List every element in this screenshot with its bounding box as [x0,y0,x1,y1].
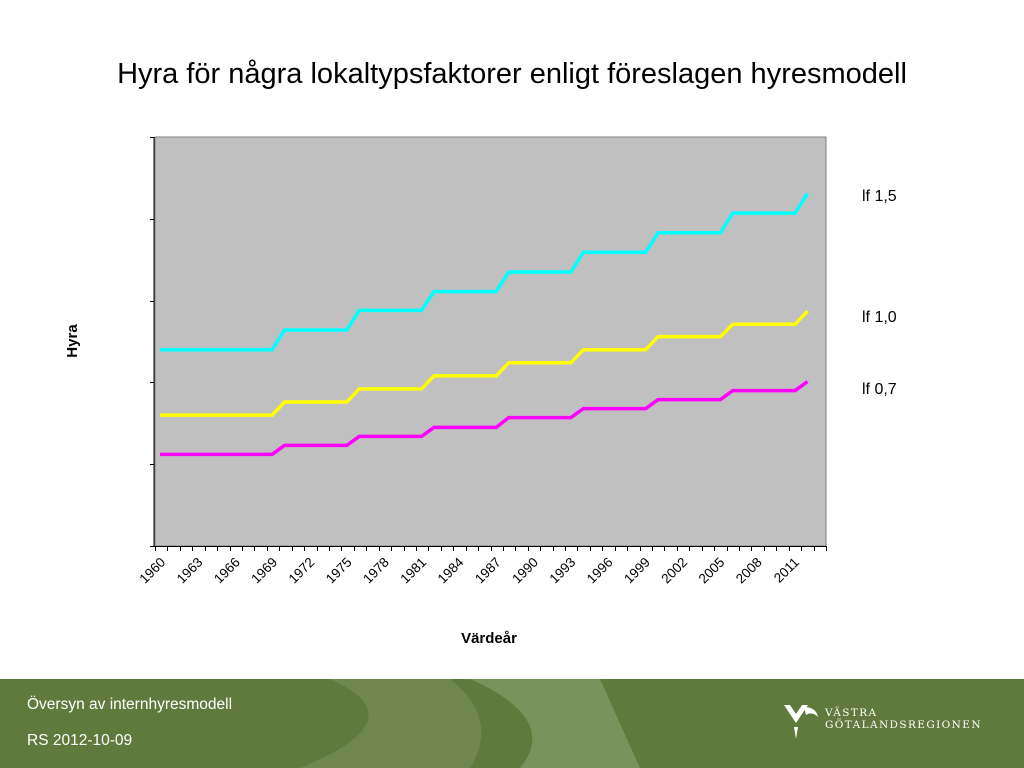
x-tick-label: 1996 [584,555,616,587]
x-tick-label: 2011 [771,555,802,586]
logo-mark-icon [784,705,818,739]
footer-presentation-title: Översyn av internhyresmodell [27,696,233,713]
logo-text: VÄSTRA GÖTALANDSREGIONEN [825,707,982,731]
x-tick-label: 1960 [136,555,168,587]
x-tick-label: 1999 [621,555,653,587]
x-tick-label: 1984 [435,554,467,586]
footer: Översyn av internhyresmodell RS 2012-10-… [0,679,1024,768]
x-tick-label: 1987 [472,555,504,587]
footer-author-date: RS 2012-10-09 [27,732,133,749]
series-line-2 [160,309,809,417]
x-tick-label: 1966 [211,555,243,587]
legend-label-3: lf 0,7 [862,381,897,398]
x-tick-label: 1978 [360,555,392,587]
logo-line-2: GÖTALANDSREGIONEN [825,719,982,731]
x-tick-label: 1969 [248,555,280,587]
legend-label-2: lf 1,0 [862,309,897,326]
series-layer [160,192,809,457]
plot-area [154,136,827,547]
series-line-1 [160,192,809,352]
x-tick-label: 1993 [547,555,579,587]
x-tick-label: 2005 [696,555,728,587]
legend: lf 1,5 lf 1,0 lf 0,7 [862,188,897,398]
legend-label-1: lf 1,5 [862,188,897,205]
line-chart: 1960 1963 1966 1969 1972 1975 1978 1981 1984 1987… [64,136,897,647]
x-axis-title: Värdeår [461,630,517,647]
x-tick-label: 2002 [658,555,690,587]
x-tick-label: 1963 [174,555,206,587]
x-tick-label: 1990 [509,555,541,587]
footer-decoration [300,679,640,768]
y-axis [150,137,155,547]
x-tick-label: 1972 [286,555,318,587]
x-tick-label: 1975 [323,555,355,587]
x-tick-label: 2008 [733,555,765,587]
x-axis: 1960 1963 1966 1969 1972 1975 1978 1981 1984 1987… [136,546,827,587]
y-axis-title: Hyra [64,324,81,358]
slide-title: Hyra för några lokaltypsfaktorer enligt … [117,58,907,90]
series-line-3 [160,380,809,457]
logo: VÄSTRA GÖTALANDSREGIONEN [782,703,982,743]
x-tick-label: 1981 [397,555,429,587]
logo-line-1: VÄSTRA [825,707,878,719]
